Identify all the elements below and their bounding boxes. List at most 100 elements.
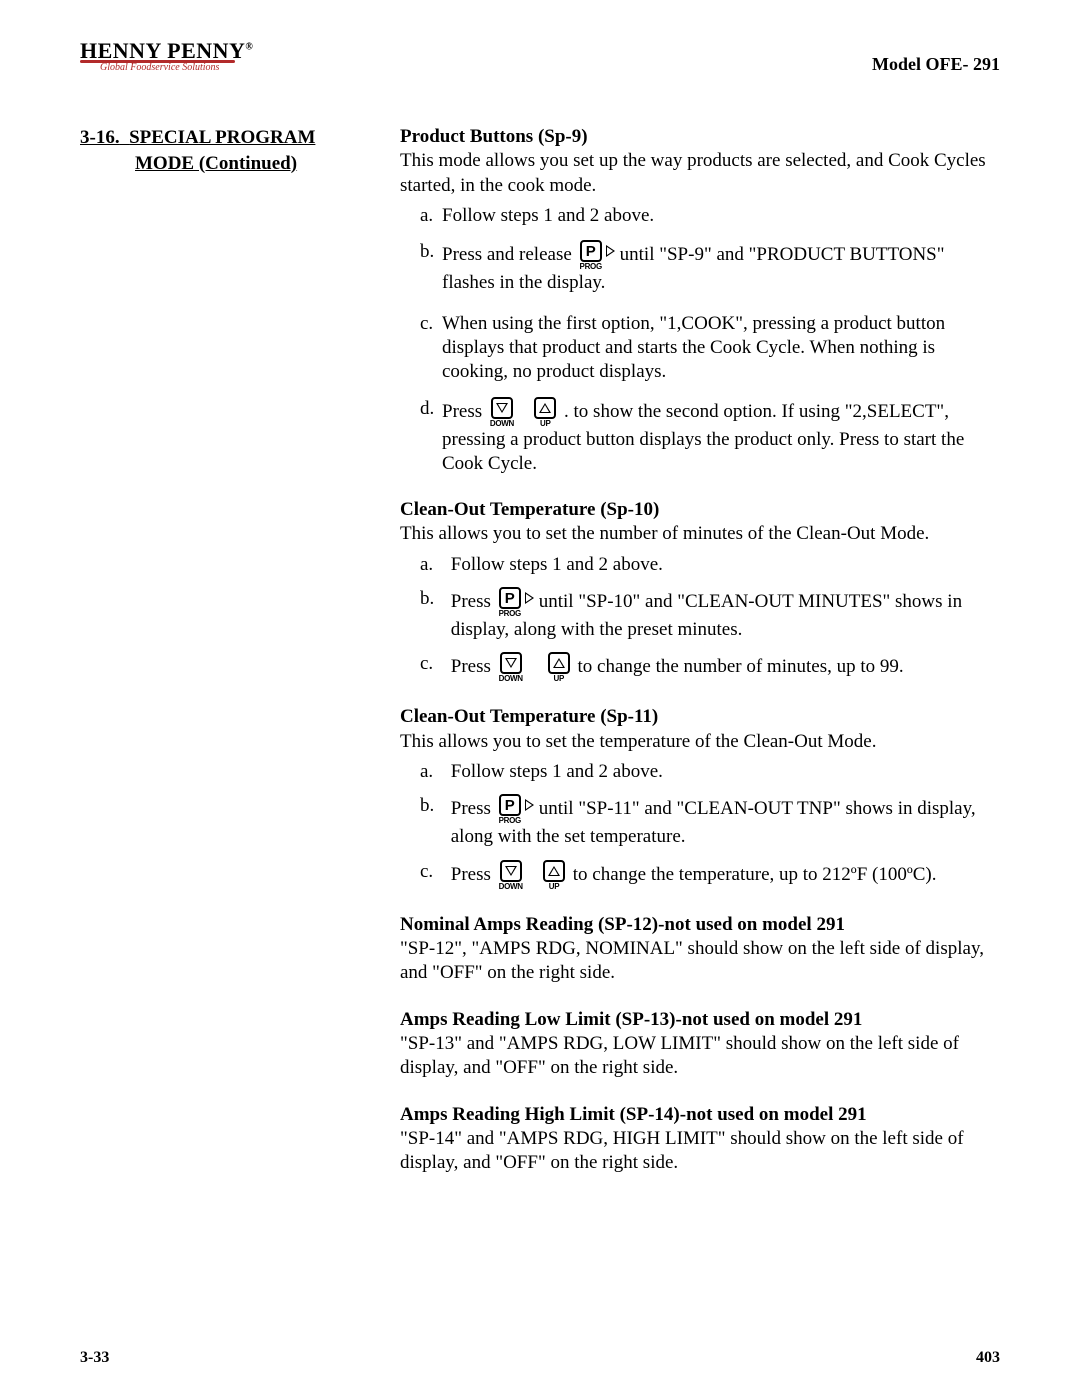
prog-label: PROG bbox=[499, 610, 521, 618]
sp12-body: "SP-12", "AMPS RDG, NOMINAL" should show… bbox=[400, 937, 1000, 986]
sp11-title: Clean-Out Temperature (Sp-11) bbox=[400, 705, 1000, 729]
sp10-title: Clean-Out Temperature (Sp-10) bbox=[400, 498, 1000, 522]
section-number: 3-16. bbox=[80, 127, 120, 148]
sp9-d-pre: Press bbox=[442, 400, 487, 421]
block-sp10: Clean-Out Temperature (Sp-10) This allow… bbox=[400, 498, 1000, 683]
body-columns: 3-16. SPECIAL PROGRAM MODE (Continued) P… bbox=[80, 125, 1000, 1197]
prog-key-icon: P PROG bbox=[580, 240, 602, 271]
registered-mark: ® bbox=[245, 42, 253, 53]
down-key-icon: DOWN bbox=[499, 860, 523, 891]
block-sp13: Amps Reading Low Limit (SP-13)-not used … bbox=[400, 1008, 1000, 1081]
play-icon bbox=[606, 245, 615, 257]
sp11-b-pre: Press bbox=[451, 798, 496, 819]
sp9-step-d: d. Press DOWN UP bbox=[420, 397, 1000, 477]
sp12-title: Nominal Amps Reading (SP-12)-not used on… bbox=[400, 913, 1000, 937]
up-triangle-icon bbox=[553, 658, 565, 668]
sp11-c-text: Press DOWN UP to change the temperature,… bbox=[451, 860, 937, 891]
section-title-line1: SPECIAL PROGRAM bbox=[129, 127, 315, 148]
sp9-d-text: Press DOWN UP . to show the second optio… bbox=[442, 397, 1000, 477]
sp9-step-b: b. Press and release P PROG until "SP-9" bbox=[420, 240, 1000, 295]
sp9-step-c: c.When using the first option, "1,COOK",… bbox=[420, 312, 1000, 385]
down-key-icon: DOWN bbox=[490, 397, 514, 428]
up-label: UP bbox=[549, 883, 560, 891]
block-sp9: Product Buttons (Sp-9) This mode allows … bbox=[400, 125, 1000, 476]
sp10-step-b: b. Press P PROG until "SP-10" and "CLEA bbox=[420, 587, 1000, 642]
page-footer: 3-33 403 bbox=[80, 1349, 1000, 1367]
up-key-icon: UP bbox=[548, 652, 570, 683]
sp14-body: "SP-14" and "AMPS RDG, HIGH LIMIT" shoul… bbox=[400, 1127, 1000, 1176]
down-label: DOWN bbox=[499, 883, 523, 891]
p-box: P bbox=[499, 794, 521, 816]
document-page: HENNY PENNY® Global Foodservice Solution… bbox=[0, 0, 1080, 1397]
up-triangle-icon bbox=[548, 866, 560, 876]
sp9-intro: This mode allows you set up the way prod… bbox=[400, 149, 1000, 198]
sp10-b-pre: Press bbox=[451, 591, 496, 612]
brand-name: HENNY PENNY bbox=[80, 38, 245, 63]
sp10-step-c: c. Press DOWN UP bbox=[420, 652, 1000, 683]
block-sp11: Clean-Out Temperature (Sp-11) This allow… bbox=[400, 705, 1000, 890]
down-key-icon: DOWN bbox=[499, 652, 523, 683]
sp11-c-pre: Press bbox=[451, 863, 496, 884]
section-title-line2: MODE (Continued) bbox=[80, 153, 297, 174]
down-triangle-icon bbox=[496, 403, 508, 413]
prog-key-icon: P PROG bbox=[499, 587, 521, 618]
block-sp14: Amps Reading High Limit (SP-14)-not used… bbox=[400, 1103, 1000, 1176]
play-icon bbox=[525, 799, 534, 811]
sp9-a-text: Follow steps 1 and 2 above. bbox=[442, 204, 654, 228]
sp11-intro: This allows you to set the temperature o… bbox=[400, 730, 1000, 754]
sp9-steps: a.Follow steps 1 and 2 above. b. Press a… bbox=[400, 204, 1000, 476]
prog-key-group: P PROG bbox=[577, 240, 615, 271]
down-label: DOWN bbox=[490, 420, 514, 428]
play-icon bbox=[525, 592, 534, 604]
sp11-step-c: c. Press DOWN UP bbox=[420, 860, 1000, 891]
sp10-c-text: Press DOWN UP to change the number of mi… bbox=[451, 652, 904, 683]
sp11-a-text: Follow steps 1 and 2 above. bbox=[451, 760, 663, 784]
sp10-b-text: Press P PROG until "SP-10" and "CLEAN-OU… bbox=[451, 587, 1000, 642]
up-key-icon: UP bbox=[543, 860, 565, 891]
sp10-a-text: Follow steps 1 and 2 above. bbox=[451, 553, 663, 577]
sp10-c-pre: Press bbox=[451, 656, 496, 677]
sp10-intro: This allows you to set the number of min… bbox=[400, 522, 1000, 546]
footer-left: 3-33 bbox=[80, 1349, 109, 1367]
prog-key-icon: P PROG bbox=[499, 794, 521, 825]
sp11-step-b: b. Press P PROG until "SP-11" and "CLE bbox=[420, 794, 1000, 849]
p-box: P bbox=[499, 587, 521, 609]
sp10-c-post: to change the number of minutes, up to 9… bbox=[578, 656, 904, 677]
sp9-b-text: Press and release P PROG until "SP-9" an… bbox=[442, 240, 1000, 295]
sp11-steps: a. Follow steps 1 and 2 above. b. Press … bbox=[400, 760, 1000, 891]
sp11-b-text: Press P PROG until "SP-11" and "CLEAN-OU… bbox=[451, 794, 1000, 849]
sp13-body: "SP-13" and "AMPS RDG, LOW LIMIT" should… bbox=[400, 1032, 1000, 1081]
up-key-icon: UP bbox=[534, 397, 556, 428]
section-heading: 3-16. SPECIAL PROGRAM MODE (Continued) bbox=[80, 125, 360, 176]
down-label: DOWN bbox=[499, 675, 523, 683]
sp9-d-mid: . to show the second option. If using "2… bbox=[442, 400, 964, 473]
sp9-step-a: a.Follow steps 1 and 2 above. bbox=[420, 204, 1000, 228]
up-label: UP bbox=[540, 420, 551, 428]
left-column: 3-16. SPECIAL PROGRAM MODE (Continued) bbox=[80, 125, 360, 1197]
model-label: Model OFE- 291 bbox=[872, 54, 1000, 75]
brand-logo: HENNY PENNY® Global Foodservice Solution… bbox=[80, 40, 253, 73]
prog-label: PROG bbox=[580, 263, 602, 271]
prog-label: PROG bbox=[499, 817, 521, 825]
sp13-title: Amps Reading Low Limit (SP-13)-not used … bbox=[400, 1008, 1000, 1032]
sp9-title: Product Buttons (Sp-9) bbox=[400, 125, 1000, 149]
sp11-c-post: to change the temperature, up to 212ºF (… bbox=[573, 863, 937, 884]
up-label: UP bbox=[554, 675, 565, 683]
right-column: Product Buttons (Sp-9) This mode allows … bbox=[400, 125, 1000, 1197]
up-triangle-icon bbox=[539, 403, 551, 413]
down-triangle-icon bbox=[505, 658, 517, 668]
footer-right: 403 bbox=[976, 1349, 1000, 1367]
sp9-c-text: When using the first option, "1,COOK", p… bbox=[442, 312, 1000, 385]
sp10-steps: a. Follow steps 1 and 2 above. b. Press … bbox=[400, 553, 1000, 684]
block-sp12: Nominal Amps Reading (SP-12)-not used on… bbox=[400, 913, 1000, 986]
sp10-step-a: a. Follow steps 1 and 2 above. bbox=[420, 553, 1000, 577]
sp14-title: Amps Reading High Limit (SP-14)-not used… bbox=[400, 1103, 1000, 1127]
p-box: P bbox=[580, 240, 602, 262]
page-header: HENNY PENNY® Global Foodservice Solution… bbox=[80, 40, 1000, 75]
prog-key-group: P PROG bbox=[496, 794, 534, 825]
sp9-b-pre: Press and release bbox=[442, 244, 572, 265]
prog-key-group: P PROG bbox=[496, 587, 534, 618]
down-triangle-icon bbox=[505, 866, 517, 876]
sp11-step-a: a. Follow steps 1 and 2 above. bbox=[420, 760, 1000, 784]
brand-tagline: Global Foodservice Solutions bbox=[80, 63, 253, 73]
